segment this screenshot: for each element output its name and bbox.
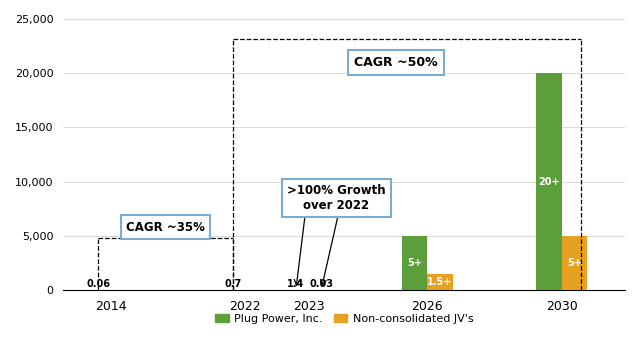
Text: >100% Growth
over 2022: >100% Growth over 2022 <box>287 184 385 212</box>
Text: 0.06: 0.06 <box>86 279 110 289</box>
Text: 5+: 5+ <box>407 258 422 268</box>
Bar <box>428 274 452 290</box>
Bar <box>536 73 562 290</box>
Text: 1.4: 1.4 <box>287 279 305 289</box>
Text: 20+: 20+ <box>538 177 560 187</box>
Text: 5+: 5+ <box>567 258 582 268</box>
Text: 0.7: 0.7 <box>224 279 241 289</box>
Bar <box>402 236 428 290</box>
Text: 1.5+: 1.5+ <box>428 277 452 287</box>
Text: 0.03: 0.03 <box>309 279 333 289</box>
Text: CAGR ~35%: CAGR ~35% <box>126 221 205 234</box>
Legend: Plug Power, Inc., Non-consolidated JV's: Plug Power, Inc., Non-consolidated JV's <box>211 309 477 328</box>
Text: CAGR ~50%: CAGR ~50% <box>354 56 437 69</box>
Bar <box>562 236 587 290</box>
